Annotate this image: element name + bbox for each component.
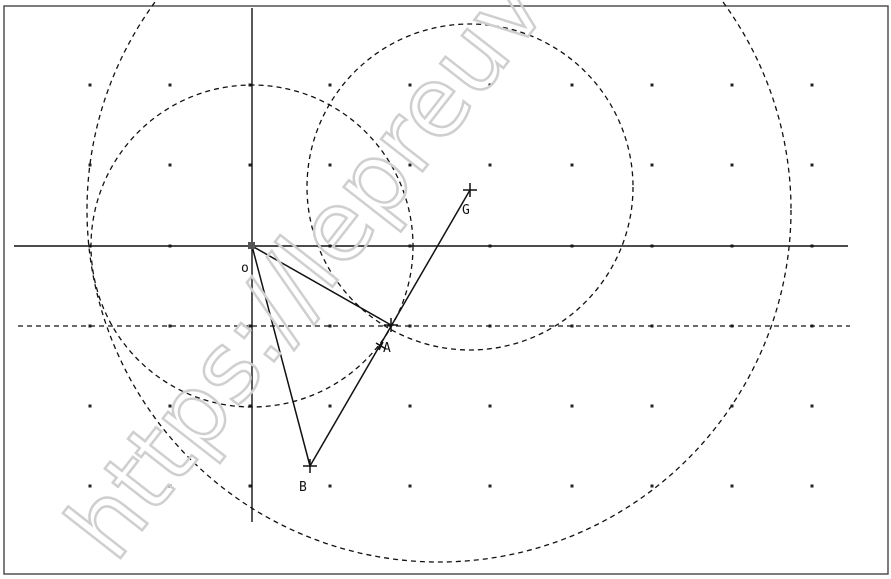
grid-dot [730,484,734,488]
point-g-marker [463,183,477,197]
grid-dot [650,404,654,408]
grid-dot [168,324,172,328]
grid-dot [650,163,654,167]
grid-dot [810,484,814,488]
grid-dot [88,163,92,167]
grid-dot [248,324,252,328]
grid-dot [328,484,332,488]
grid-dot [408,83,412,87]
grid-dot [328,163,332,167]
grid-dot [248,484,252,488]
grid-dot [650,83,654,87]
grid-dot [328,404,332,408]
grid-dot [488,163,492,167]
grid-dot [88,404,92,408]
segment-o-a [251,245,392,326]
point-b-marker [303,459,317,473]
grid-dot [248,404,252,408]
grid-dot [88,484,92,488]
grid-dot [730,163,734,167]
point-a-tick [375,341,387,351]
point-o-label: o [241,261,249,276]
grid-dot [168,163,172,167]
grid-dot [488,83,492,87]
grid-dot [328,324,332,328]
grid-dot [248,163,252,167]
grid-dot [168,404,172,408]
grid-dot [810,404,814,408]
figure-frame [3,5,889,575]
point-a-marker [384,318,398,332]
grid-dot [570,404,574,408]
grid-dot [488,484,492,488]
point-g-label: G [462,203,470,218]
point-a-label: A [383,341,391,356]
segment-o-b [251,245,311,467]
grid-dot [570,484,574,488]
grid-dot [88,83,92,87]
grid-dot [570,83,574,87]
grid-dot [730,83,734,87]
grid-dot [570,163,574,167]
circle-small-left [90,84,414,408]
grid-dot [408,163,412,167]
grid-dot [488,404,492,408]
point-b-label: B [299,480,307,495]
grid-dot [810,83,814,87]
grid-dot [408,404,412,408]
grid-dot [168,484,172,488]
segment-b-g [309,189,471,467]
grid-dot [328,83,332,87]
point-o-marker [248,242,255,249]
circle-right [306,23,634,351]
grid-dot [168,83,172,87]
grid-dot [650,484,654,488]
circle-large [86,0,792,563]
grid-dot [810,163,814,167]
grid-dot [408,484,412,488]
